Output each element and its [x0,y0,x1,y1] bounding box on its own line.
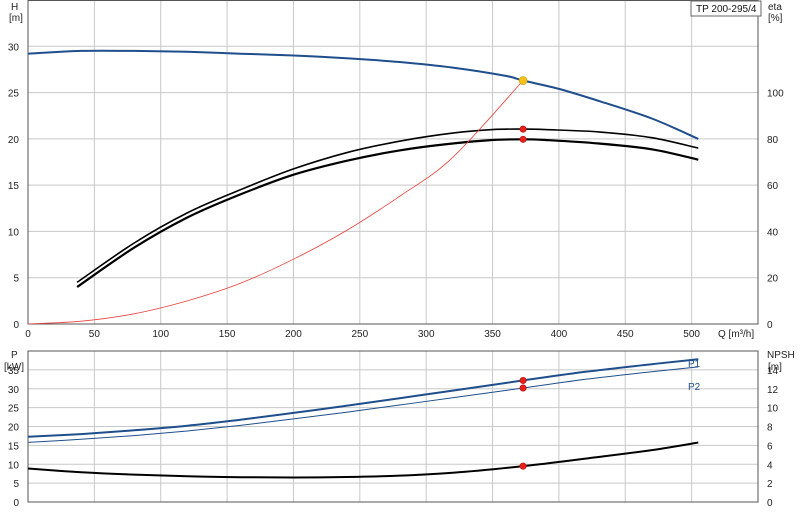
x-tick-label: 400 [551,329,568,340]
model-box [690,0,762,17]
npsh-tick-label: 12 [767,385,779,396]
curve-eta-lower [76,138,699,288]
series-layer [27,49,699,479]
eta-tick-label: 20 [767,274,779,285]
npsh-tick-label: 4 [767,460,773,471]
point-p2-point [519,384,527,392]
eta-tick-label: 80 [767,135,779,146]
npsh-tick-label: 6 [767,441,773,452]
eta-tick-label: 40 [767,227,779,238]
power-tick-label: 30 [8,385,20,396]
power-axis-title: P [11,350,18,361]
power-tick-label: 35 [8,366,20,377]
npsh-tick-label: 14 [767,366,779,377]
bottom-panel-grid [27,350,759,503]
power-tick-label: 5 [13,479,19,490]
x-tick-label: 150 [219,329,236,340]
x-tick-label: 250 [351,329,368,340]
power-tick-label: 10 [8,460,20,471]
eta-axis-title: eta [768,2,782,13]
x-tick-label: 500 [683,329,700,340]
npsh-tick-label: 2 [767,479,773,490]
curve-head [27,49,699,140]
x-tick-label: 350 [484,329,501,340]
power-axis-unit: [kW] [4,362,24,373]
point-duty [518,76,528,85]
head-tick-label: 5 [13,274,19,285]
curve-eta-upper [76,128,699,283]
npsh-tick-label: 10 [767,404,779,415]
top-panel-grid [27,0,759,325]
head-tick-label: 20 [8,135,20,146]
curve-p2 [27,366,699,443]
power-tick-label: 25 [8,404,20,415]
point-eta-lower-point [519,135,527,143]
tick-labels: 0 50 100 150 200 250 300 350 400 450 5000510152025… [8,42,784,509]
eta-tick-label: 0 [767,320,773,331]
head-axis-unit: [m] [9,13,23,24]
point-p1-point [519,376,527,384]
power-tick-label: 20 [8,423,20,434]
power-tick-label: 0 [13,498,19,509]
x-tick-label: 50 [89,329,101,340]
head-tick-label: 10 [8,227,20,238]
npsh-tick-label: 8 [767,423,773,434]
npsh-axis-title: NPSH [767,350,795,361]
x-tick-label: 450 [617,329,634,340]
x-tick-label: 100 [152,329,169,340]
head-axis-title: H [11,2,18,13]
point-npsh-point [519,462,527,470]
npsh-axis-unit: [m] [768,362,782,373]
model-label: TP 200-295/4 [696,4,757,15]
head-tick-label: 0 [13,320,19,331]
power-tick-label: 15 [8,441,20,452]
panel-frames [27,0,759,503]
x-tick-label: 0 [25,329,31,340]
head-tick-label: 25 [8,89,20,100]
head-tick-label: 15 [8,181,20,192]
curve-p1 [27,358,699,438]
eta-tick-label: 60 [767,181,779,192]
top-panel-frame [27,0,759,325]
p2-series-label: P2 [688,382,701,393]
p1-series-label: P1 [688,359,701,370]
curve-npsh [27,441,699,479]
head-tick-label: 30 [8,42,20,53]
x-tick-label: 200 [285,329,302,340]
flow-axis-title: Q [m³/h] [718,329,754,340]
points-layer [518,76,528,470]
x-tick-label: 300 [418,329,435,340]
point-eta-upper-point [519,125,527,133]
curve-system [27,80,524,325]
bottom-panel-frame [27,350,759,503]
npsh-tick-label: 0 [767,498,773,509]
eta-axis-unit: [%] [768,13,783,24]
eta-tick-label: 100 [767,89,784,100]
